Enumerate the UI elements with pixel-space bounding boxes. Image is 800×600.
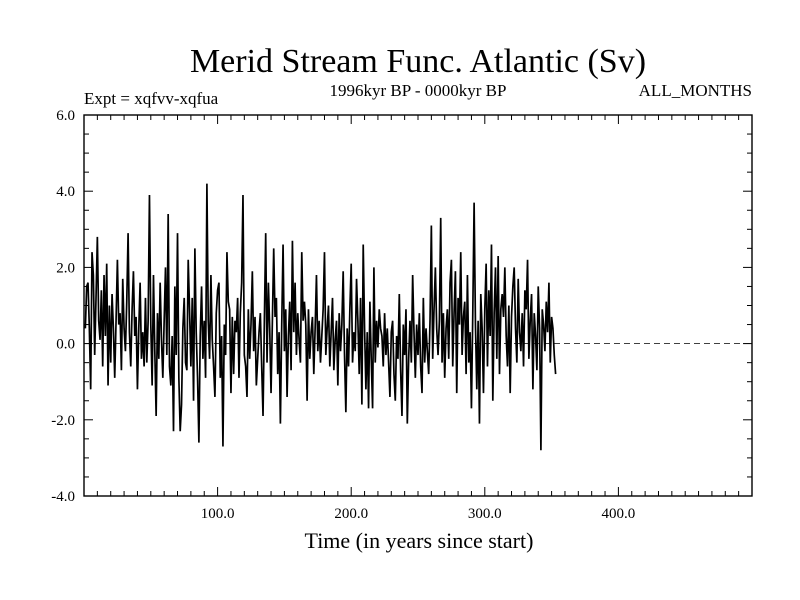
chart-subtitle: 1996kyr BP - 0000kyr BP (330, 81, 507, 100)
chart-title: Merid Stream Func. Atlantic (Sv) (190, 43, 646, 80)
y-tick-label: -2.0 (51, 413, 75, 429)
plot-area: 100.0 200.0 300.0 400.0 6.0 4.0 2.0 0.0 -2.0 -4.0 (51, 108, 753, 522)
x-tick-label: 100.0 (201, 506, 235, 522)
series-line-0 (84, 183, 557, 451)
y-tick-label: -4.0 (51, 489, 75, 505)
experiment-label: Expt = xqfvv-xqfua (84, 89, 219, 108)
x-tick-label: 300.0 (468, 506, 502, 522)
months-label: ALL_MONTHS (639, 81, 752, 100)
y-tick-label: 6.0 (56, 108, 75, 124)
x-tick-label: 200.0 (334, 506, 368, 522)
x-axis-label: Time (in years since start) (305, 528, 534, 553)
y-tick-label: 4.0 (56, 184, 75, 200)
x-tick-label: 400.0 (602, 506, 636, 522)
y-tick-label: 0.0 (56, 337, 75, 353)
y-tick-label: 2.0 (56, 260, 75, 276)
